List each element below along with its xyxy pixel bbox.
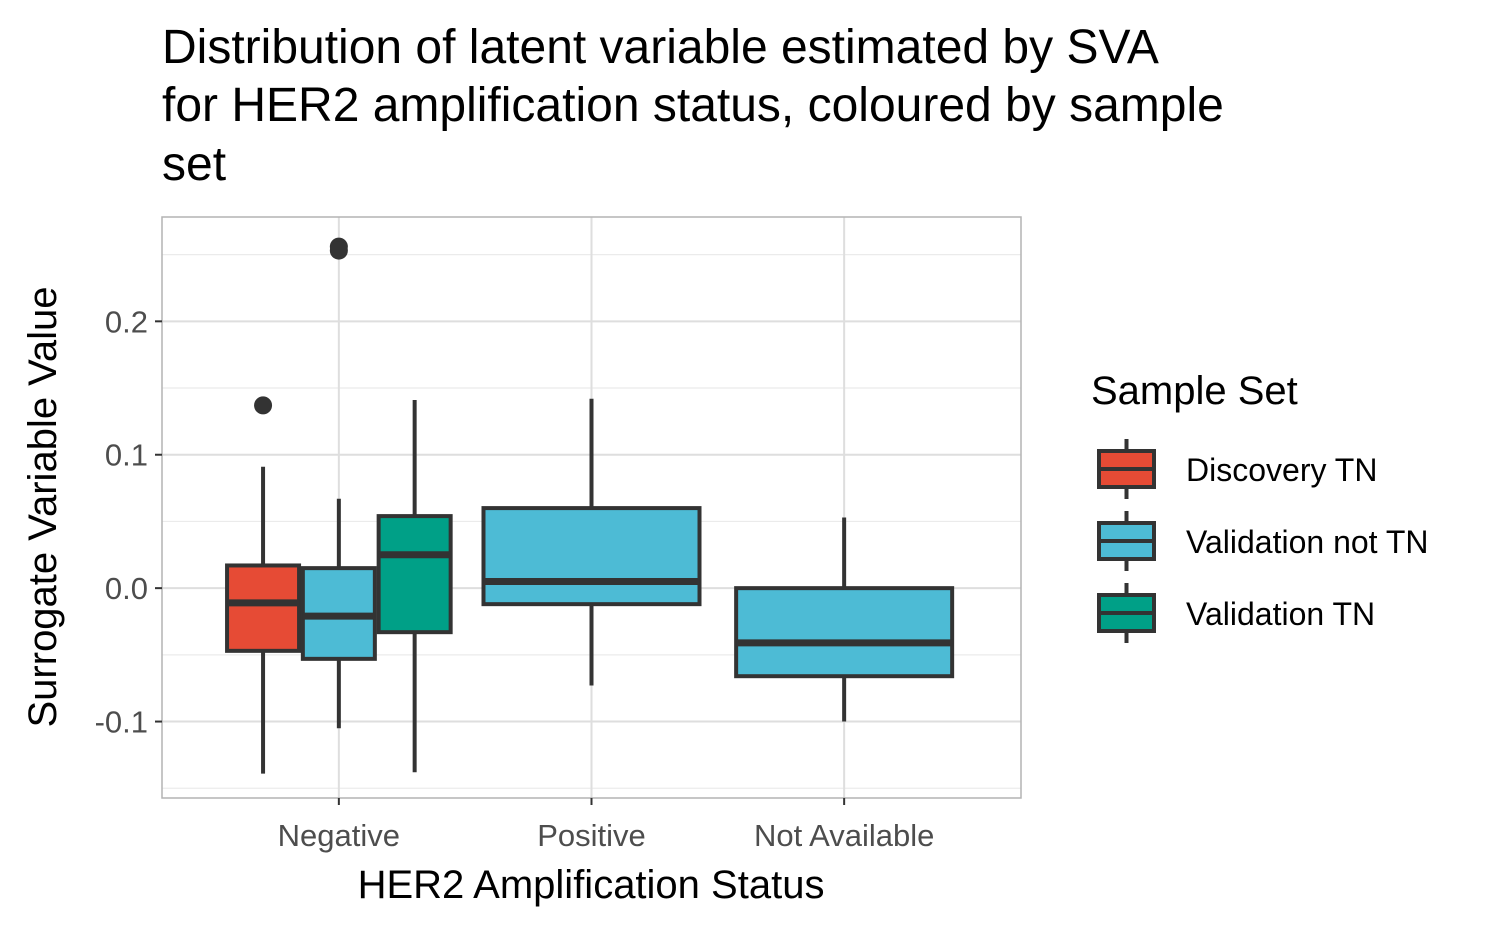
outlier-point-0	[254, 396, 273, 415]
legend: Sample Set Discovery TN Validation not TN…	[1091, 369, 1429, 643]
y-tick-label-1: 0.0	[105, 571, 148, 606]
y-tick-label-2: 0.1	[105, 438, 148, 473]
box-negative-validation-tn	[376, 400, 453, 773]
y-tick-label-0: -0.1	[95, 705, 148, 740]
legend-label: Validation not TN	[1186, 524, 1429, 560]
box-negative-discovery-tn	[225, 396, 302, 774]
box-not-available-validation-not-tn	[734, 517, 955, 722]
box-body	[376, 514, 453, 635]
chart-title-line-3: set	[162, 138, 226, 191]
x-tick-label-1: Positive	[537, 818, 646, 853]
y-axis-title: Surrogate Variable Value	[21, 286, 65, 727]
legend-item-validation-not-tn: Validation not TN	[1097, 511, 1429, 571]
x-tick-label-2: Not Available	[754, 818, 934, 853]
y-tick-label-3: 0.2	[105, 304, 148, 339]
chart-title: Distribution of latent variable estimate…	[162, 21, 1224, 191]
chart-title-line-1: Distribution of latent variable estimate…	[162, 21, 1159, 74]
outlier-point-1	[329, 241, 348, 260]
legend-item-discovery-tn: Discovery TN	[1097, 439, 1377, 499]
chart-title-line-2: for HER2 amplification status, coloured …	[162, 79, 1224, 132]
box-body	[481, 506, 702, 607]
legend-label: Discovery TN	[1186, 452, 1377, 488]
box-elements	[225, 237, 955, 774]
box-negative-validation-not-tn	[300, 237, 377, 729]
legend-label: Validation TN	[1186, 596, 1375, 632]
box-positive-validation-not-tn	[481, 398, 702, 686]
legend-title: Sample Set	[1091, 369, 1298, 413]
legend-item-validation-tn: Validation TN	[1097, 583, 1375, 643]
axes: -0.1 0.0 0.1 0.2 Negative Positive Not Availab…	[95, 304, 935, 853]
x-axis-title: HER2 Amplification Status	[358, 863, 825, 907]
box-body	[225, 563, 302, 653]
box-body	[734, 586, 955, 679]
x-tick-label-0: Negative	[278, 818, 400, 853]
